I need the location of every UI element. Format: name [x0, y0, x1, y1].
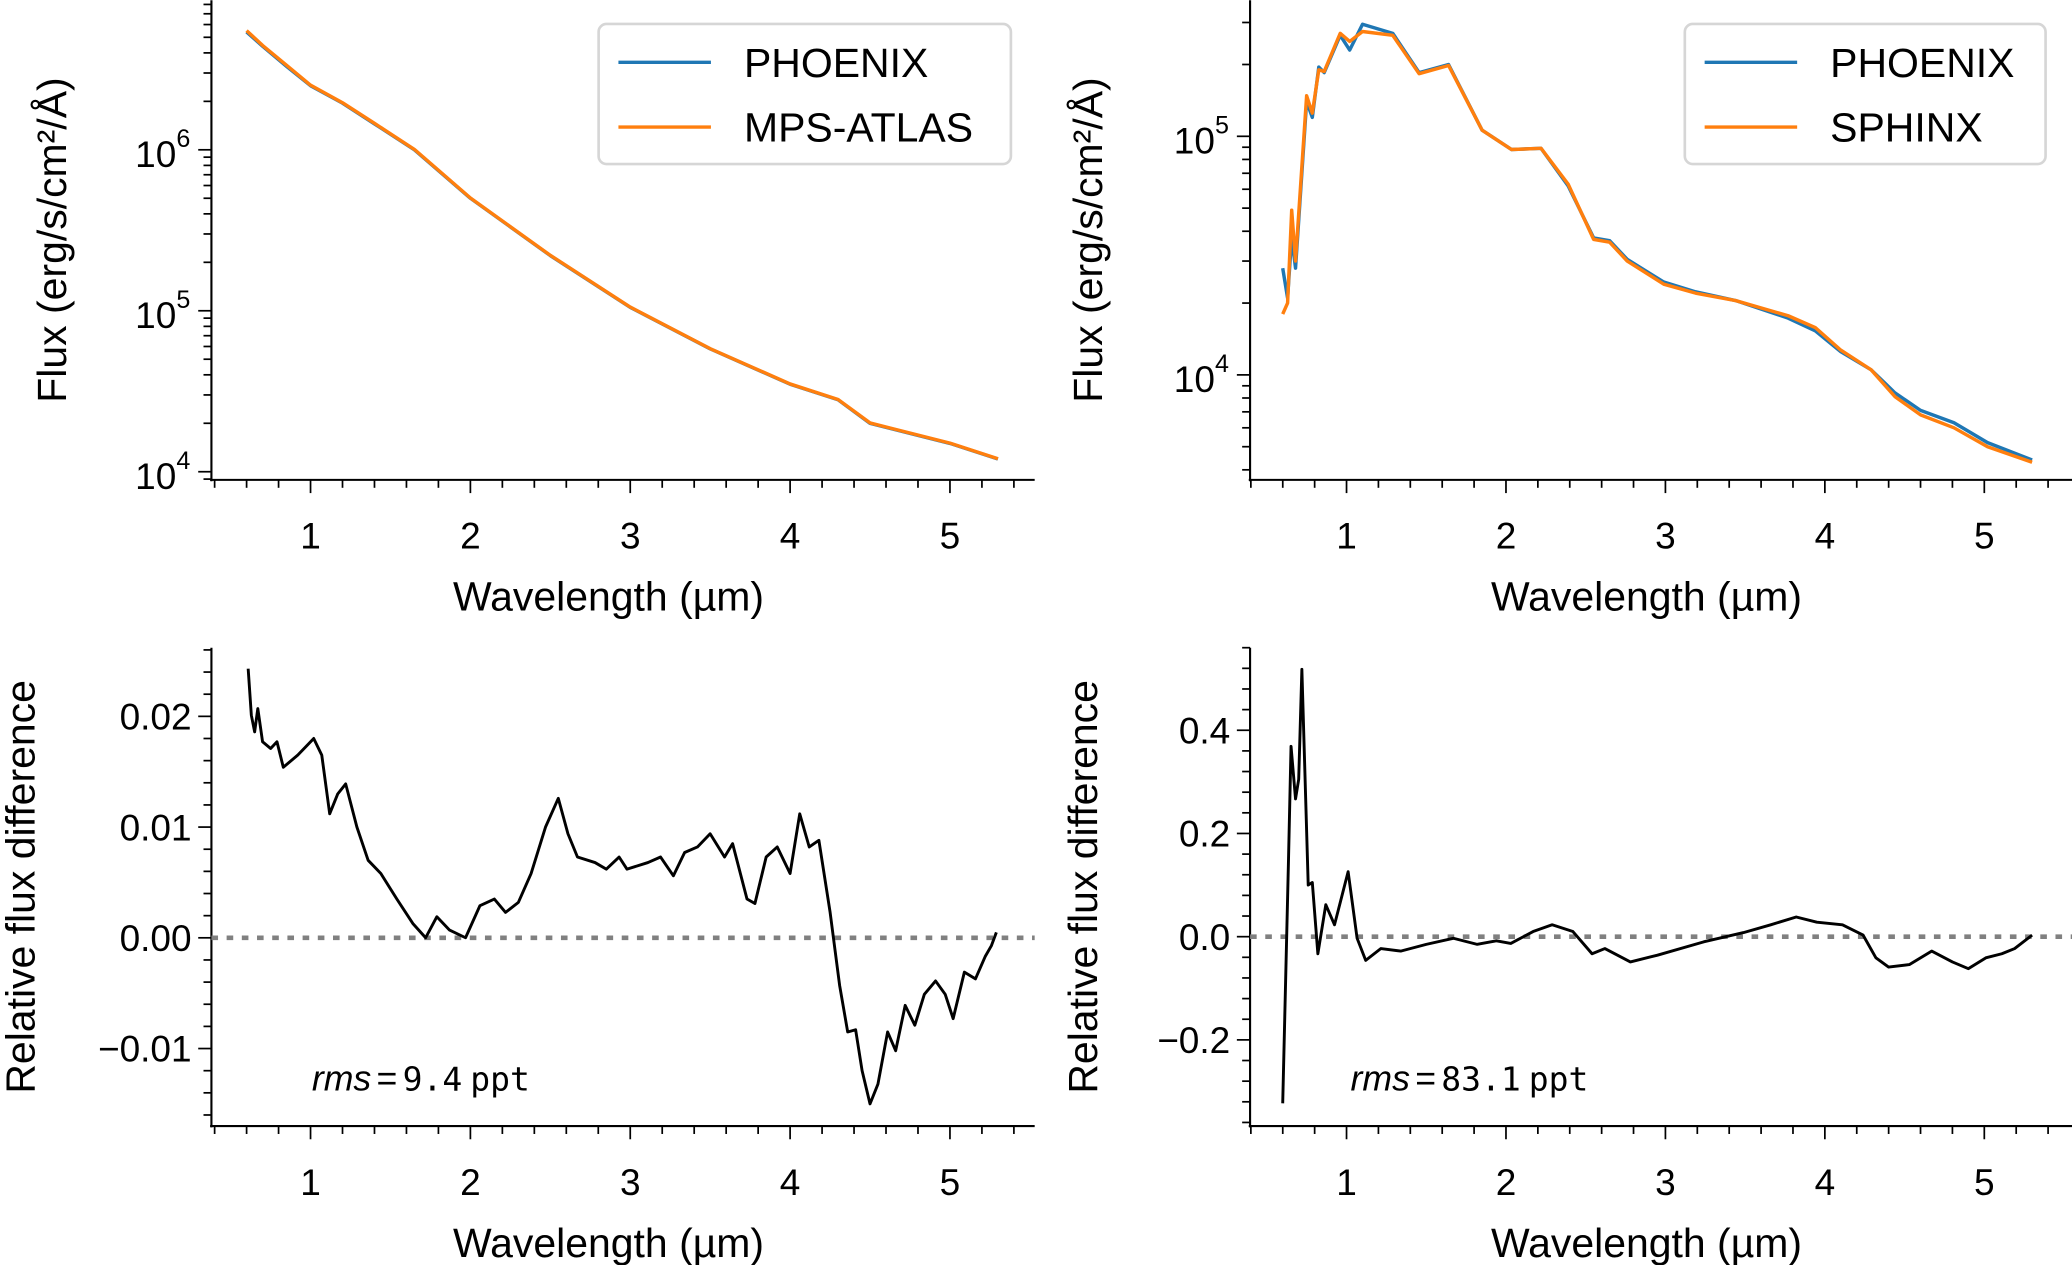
x-tick-label: 5 — [1974, 1162, 1995, 1203]
subplot-4: 1 2 3 4 5 Wavelength (µm) −0.2 0.0 0.2 0.4 Relativ… — [1060, 646, 2072, 1265]
y-tick-label: 105 — [135, 286, 190, 336]
x-tick-label: 1 — [1336, 516, 1357, 557]
y-tick-label: 0.4 — [1179, 710, 1230, 751]
rms-unit: ppt — [470, 1059, 530, 1098]
y-tick-label: 104 — [1174, 350, 1229, 400]
y-tick-exponent: 4 — [1215, 350, 1229, 378]
y-tick-exponent: 5 — [1215, 112, 1229, 140]
y-tick-label: 0.00 — [120, 918, 192, 959]
rms-label: rms — [312, 1058, 372, 1098]
x-tick-label: 5 — [1974, 516, 1995, 557]
x-tick-label: 1 — [300, 516, 321, 557]
x-tick-label: 1 — [300, 1162, 321, 1203]
y-tick-label: 0.01 — [120, 807, 192, 848]
series-line-difference — [246, 668, 998, 1106]
x-tick-label: 5 — [940, 516, 961, 557]
x-axis-label: Wavelength (µm) — [453, 1220, 764, 1265]
y-tick-label: 0.0 — [1179, 917, 1230, 958]
legend-entry: SPHINX — [1830, 105, 1982, 151]
y-tick-exponent: 4 — [176, 447, 190, 475]
y-tick-exponent: 6 — [176, 125, 190, 153]
x-tick-label: 2 — [460, 516, 481, 557]
series-line-sphinx — [1281, 29, 2033, 464]
x-tick-label: 2 — [460, 1162, 481, 1203]
x-tick-label: 4 — [1815, 1162, 1836, 1203]
y-axis-label: Flux (erg/s/cm²/Å) — [1065, 77, 1111, 402]
y-tick-label: 104 — [135, 447, 190, 497]
y-tick-label: −0.01 — [98, 1029, 192, 1070]
subplot-3: 1 2 3 4 5 Wavelength (µm) −0.01 0.00 0.01 0.02 Rel… — [0, 647, 1035, 1265]
x-tick-label: 4 — [780, 1162, 801, 1203]
legend-box — [597, 22, 1013, 166]
y-tick-label: 105 — [1174, 112, 1229, 162]
y-tick-exponent: 5 — [176, 286, 190, 314]
x-tick-label: 2 — [1496, 1162, 1517, 1203]
x-tick-label: 3 — [620, 516, 641, 557]
x-axis-label: Wavelength (µm) — [453, 574, 764, 620]
rms-equals: = — [1415, 1058, 1436, 1098]
y-axis-label: Relative flux difference — [1060, 680, 1106, 1094]
y-tick-base: 10 — [135, 456, 176, 497]
legend-entry: PHOENIX — [1830, 40, 2014, 86]
series-line-difference — [1281, 667, 2033, 1104]
legend-box — [1683, 22, 2047, 166]
x-tick-label: 5 — [940, 1162, 961, 1203]
x-tick-label: 3 — [620, 1162, 641, 1203]
rms-value: 83.1 — [1441, 1059, 1521, 1098]
x-axis-label: Wavelength (µm) — [1491, 574, 1802, 620]
y-tick-base: 10 — [135, 134, 176, 175]
y-axis-label: Relative flux difference — [0, 680, 43, 1094]
x-tick-label: 3 — [1655, 516, 1676, 557]
rms-annotation: rms = 83.1 ppt — [1351, 1058, 1589, 1098]
x-tick-label: 2 — [1496, 516, 1517, 557]
y-tick-base: 10 — [1174, 359, 1215, 400]
x-tick-label: 4 — [780, 516, 801, 557]
rms-label: rms — [1351, 1058, 1411, 1098]
x-tick-label: 1 — [1336, 1162, 1357, 1203]
rms-unit: ppt — [1529, 1059, 1589, 1098]
y-tick-base: 10 — [135, 295, 176, 336]
x-axis-label: Wavelength (µm) — [1491, 1220, 1802, 1265]
legend-entry: PHOENIX — [744, 40, 928, 86]
x-tick-label: 3 — [1655, 1162, 1676, 1203]
legend: PHOENIX MPS-ATLAS — [597, 22, 1013, 166]
rms-equals: = — [377, 1058, 398, 1098]
legend: PHOENIX SPHINX — [1683, 22, 2047, 166]
x-tick-label: 4 — [1815, 516, 1836, 557]
legend-entry: MPS-ATLAS — [744, 105, 973, 151]
y-tick-base: 10 — [1174, 120, 1215, 161]
series-line-mps-atlas — [245, 29, 999, 461]
rms-annotation: rms = 9.4 ppt — [312, 1058, 530, 1098]
y-tick-label: 0.02 — [120, 697, 192, 738]
y-axis-label: Flux (erg/s/cm²/Å) — [29, 77, 75, 402]
y-tick-label: 0.2 — [1179, 814, 1230, 855]
rms-value: 9.4 — [403, 1059, 463, 1098]
y-tick-label: −0.2 — [1157, 1020, 1230, 1061]
y-tick-label: 106 — [135, 125, 190, 175]
